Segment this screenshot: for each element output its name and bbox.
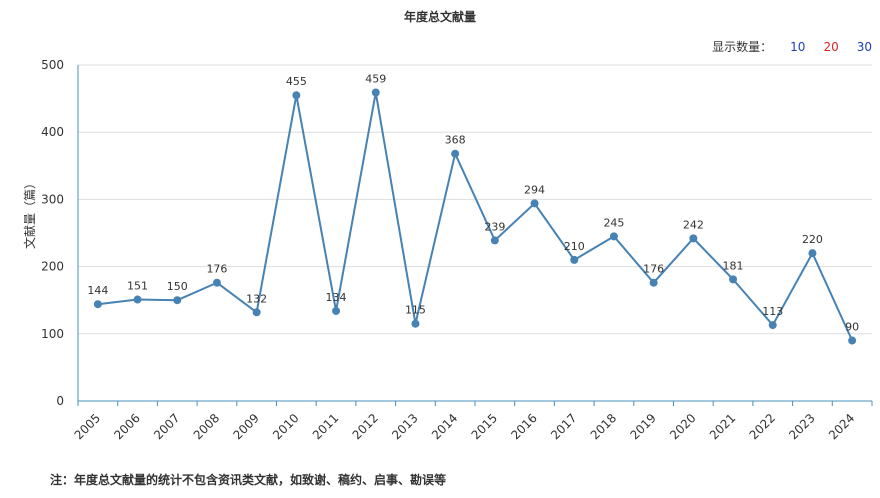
x-tick-label: 2013 <box>389 411 420 442</box>
data-label: 368 <box>445 134 466 147</box>
y-axis-title: 文献量（篇） <box>22 177 37 249</box>
display-count-option-10[interactable]: 10 <box>790 39 806 54</box>
data-point <box>768 321 777 330</box>
data-point <box>570 255 579 264</box>
display-count-selector: 显示数量： 10 20 30 <box>712 38 872 55</box>
x-tick-label: 2007 <box>151 411 182 442</box>
x-tick-label: 2014 <box>429 411 460 442</box>
series-line <box>97 91 854 341</box>
x-tick-label: 2015 <box>469 411 500 442</box>
y-tick-label: 300 <box>41 192 64 206</box>
data-label: 459 <box>365 73 386 86</box>
display-count-label: 显示数量： <box>712 40 773 54</box>
y-tick-label: 500 <box>41 58 64 72</box>
data-label: 181 <box>723 259 744 272</box>
data-label: 220 <box>802 233 823 246</box>
data-label: 90 <box>845 321 859 334</box>
data-label: 245 <box>603 216 624 229</box>
data-point <box>332 306 341 315</box>
data-label: 242 <box>683 218 704 231</box>
x-tick-label: 2024 <box>826 411 857 442</box>
data-point <box>133 295 142 304</box>
data-point <box>451 149 460 158</box>
data-point <box>649 278 658 287</box>
data-label: 150 <box>167 280 188 293</box>
data-label: 113 <box>762 305 783 318</box>
x-tick-label: 2010 <box>270 411 301 442</box>
data-point <box>292 91 301 100</box>
data-point <box>173 296 182 305</box>
data-label: 176 <box>206 263 227 276</box>
x-tick-label: 2011 <box>310 411 341 442</box>
display-count-option-30[interactable]: 30 <box>856 39 872 54</box>
data-point <box>93 300 102 309</box>
x-tick-label: 2008 <box>191 411 222 442</box>
data-point <box>808 249 817 258</box>
data-label: 134 <box>326 291 347 304</box>
data-point <box>490 236 499 245</box>
data-point <box>848 336 857 345</box>
data-point <box>729 275 738 284</box>
chart-title: 年度总文献量 <box>403 10 476 24</box>
line-chart: 0 100 200 300 400 500 2005 2006 2007 2008 2009 2010… <box>22 58 873 442</box>
x-tick-label: 2009 <box>230 411 261 442</box>
x-tick-label: 2017 <box>548 411 579 442</box>
data-point <box>252 308 261 317</box>
data-label: 144 <box>87 284 108 297</box>
data-label: 294 <box>524 183 545 196</box>
data-point <box>371 88 380 97</box>
x-tick-label: 2021 <box>707 411 738 442</box>
data-point <box>689 234 698 243</box>
x-tick-label: 2018 <box>588 411 619 442</box>
x-tick-label: 2005 <box>72 411 103 442</box>
y-tick-label: 0 <box>56 394 64 408</box>
data-point <box>609 232 618 241</box>
data-label: 210 <box>564 240 585 253</box>
x-tick-label: 2023 <box>786 411 817 442</box>
data-label: 455 <box>286 75 307 88</box>
y-tick-label: 400 <box>41 125 64 139</box>
display-count-option-20[interactable]: 20 <box>823 39 839 54</box>
data-label: 176 <box>643 263 664 276</box>
y-tick-label: 200 <box>41 260 64 274</box>
data-label: 239 <box>484 220 505 233</box>
x-tick-label: 2012 <box>350 411 381 442</box>
x-tick-label: 2006 <box>111 411 142 442</box>
x-tick-label: 2019 <box>627 411 658 442</box>
data-point <box>212 278 221 287</box>
x-tick-label: 2020 <box>667 411 698 442</box>
y-tick-label: 100 <box>41 327 64 341</box>
x-tick-label: 2016 <box>508 411 539 442</box>
data-label: 132 <box>246 292 267 305</box>
data-point <box>411 319 420 328</box>
data-point <box>530 199 539 208</box>
data-label: 151 <box>127 280 148 293</box>
footnote: 注：年度总文献量的统计不包含资讯类文献，如致谢、稿约、启事、勘误等 <box>50 473 447 487</box>
x-tick-label: 2022 <box>747 411 778 442</box>
data-label: 115 <box>405 304 426 317</box>
